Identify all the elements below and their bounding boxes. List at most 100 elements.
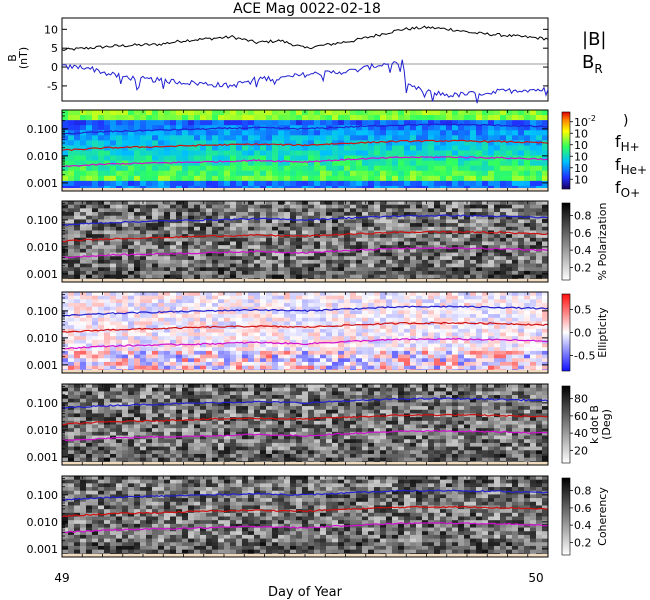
heatmap-cell — [542, 135, 549, 141]
heatmap-cell — [134, 180, 141, 187]
heatmap-cell — [140, 248, 147, 253]
heatmap-cell — [188, 241, 195, 246]
heatmap-cell — [266, 204, 273, 209]
heatmap-cell — [422, 336, 429, 341]
heatmap-cell — [332, 175, 339, 182]
heatmap-cell — [518, 130, 525, 136]
heatmap-cell — [434, 248, 441, 253]
heatmap-cell — [518, 361, 525, 367]
heatmap-cell — [92, 343, 99, 348]
heatmap-cell — [512, 259, 519, 264]
heatmap-cell — [350, 325, 357, 330]
heatmap-cell — [80, 303, 87, 308]
heatmap-cell — [74, 234, 81, 239]
heatmap-cell — [368, 120, 375, 126]
heatmap-cell — [158, 248, 165, 253]
heatmap-cell — [434, 245, 441, 250]
heatmap-cell — [512, 201, 519, 206]
heatmap-cell — [218, 204, 225, 209]
heatmap-cells — [62, 201, 549, 283]
heatmap-cell — [176, 215, 183, 220]
heatmap-cell — [296, 365, 303, 370]
heatmap-cell — [458, 252, 465, 257]
heatmap-cell — [356, 201, 363, 206]
heatmap-cell — [164, 120, 171, 126]
heatmap-cell — [488, 252, 495, 257]
heatmap-cell — [350, 219, 357, 224]
heatmap-cell — [344, 160, 351, 167]
heatmap-cell — [434, 347, 441, 352]
heatmap-cell — [320, 110, 327, 116]
heatmap-cell — [128, 245, 135, 250]
heatmap-cell — [344, 230, 351, 235]
heatmap-cell — [116, 274, 123, 279]
heatmap-cell — [410, 165, 417, 172]
heatmap-cell — [152, 361, 159, 367]
heatmap-cell — [518, 223, 525, 228]
heatmap-cell — [68, 145, 75, 151]
heatmap-cell — [302, 155, 309, 162]
heatmap-cell — [512, 314, 519, 319]
heatmap-cell — [230, 252, 237, 257]
heatmap-cell — [506, 317, 513, 322]
heatmap-cell — [398, 314, 405, 319]
heatmap-cell — [278, 175, 285, 182]
heatmap-cell — [308, 361, 315, 367]
heatmap-cell — [260, 204, 267, 209]
heatmap-cell — [188, 230, 195, 235]
heatmap-cell — [488, 343, 495, 348]
heatmap-cell — [128, 204, 135, 209]
heatmap-cell — [344, 354, 351, 359]
heatmap-cell — [392, 259, 399, 264]
heatmap-cell — [494, 165, 501, 172]
heatmap-cell — [242, 274, 249, 279]
heatmap-cell — [452, 259, 459, 264]
heatmap-cell — [116, 361, 123, 367]
heatmap-cell — [428, 303, 435, 308]
heatmap-cell — [488, 310, 495, 315]
heatmap-cell — [536, 267, 543, 272]
heatmap-cell — [332, 303, 339, 308]
heatmap-cell — [254, 215, 261, 220]
heatmap-cell — [272, 165, 279, 172]
heatmap-cell — [62, 155, 69, 162]
heatmap-cell — [422, 328, 429, 333]
heatmap-cell — [200, 263, 207, 268]
heatmap-cell — [476, 170, 483, 177]
heatmap-cell — [242, 347, 249, 352]
heatmap-cell — [476, 317, 483, 322]
heatmap-cell — [224, 295, 231, 300]
heatmap-cell — [356, 310, 363, 315]
heatmap-cell — [296, 219, 303, 224]
heatmap-cell — [164, 336, 171, 341]
heatmap-cell — [152, 208, 159, 213]
heatmap-cell — [266, 230, 273, 235]
heatmap-cell — [518, 165, 525, 172]
heatmap-cell — [278, 354, 285, 359]
heatmap-cell — [332, 256, 339, 261]
heatmap-cell — [452, 125, 459, 131]
heatmap-cell — [140, 145, 147, 151]
heatmap-cell — [506, 180, 513, 187]
heatmap-cell — [302, 130, 309, 136]
heatmap-cell — [512, 160, 519, 167]
heatmap-cell — [158, 219, 165, 224]
heatmap-cell — [272, 180, 279, 187]
heatmap-cell — [338, 175, 345, 182]
heatmap-cell — [386, 314, 393, 319]
heatmap-cell — [110, 303, 117, 308]
heatmap-cell — [224, 150, 231, 156]
heatmap-cell — [380, 306, 387, 311]
heatmap-cell — [452, 365, 459, 370]
heatmap-cell — [482, 332, 489, 337]
heatmap-cell — [236, 317, 243, 322]
heatmap-cell — [206, 125, 213, 131]
heatmap-cell — [188, 160, 195, 167]
heatmap-cell — [284, 354, 291, 359]
heatmap-cell — [326, 310, 333, 315]
heatmap-cell — [338, 252, 345, 257]
heatmap-cell — [272, 274, 279, 279]
heatmap-cell — [386, 299, 393, 304]
heatmap-cell — [482, 310, 489, 315]
